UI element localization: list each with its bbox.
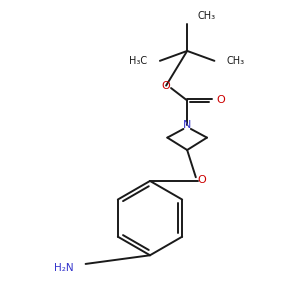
Text: H₃C: H₃C bbox=[129, 56, 148, 66]
Text: O: O bbox=[162, 81, 170, 91]
Text: N: N bbox=[183, 120, 191, 130]
Text: O: O bbox=[198, 175, 206, 185]
Text: CH₃: CH₃ bbox=[197, 11, 215, 21]
Text: H₂N: H₂N bbox=[54, 263, 73, 273]
Text: O: O bbox=[216, 95, 225, 106]
Text: CH₃: CH₃ bbox=[227, 56, 245, 66]
